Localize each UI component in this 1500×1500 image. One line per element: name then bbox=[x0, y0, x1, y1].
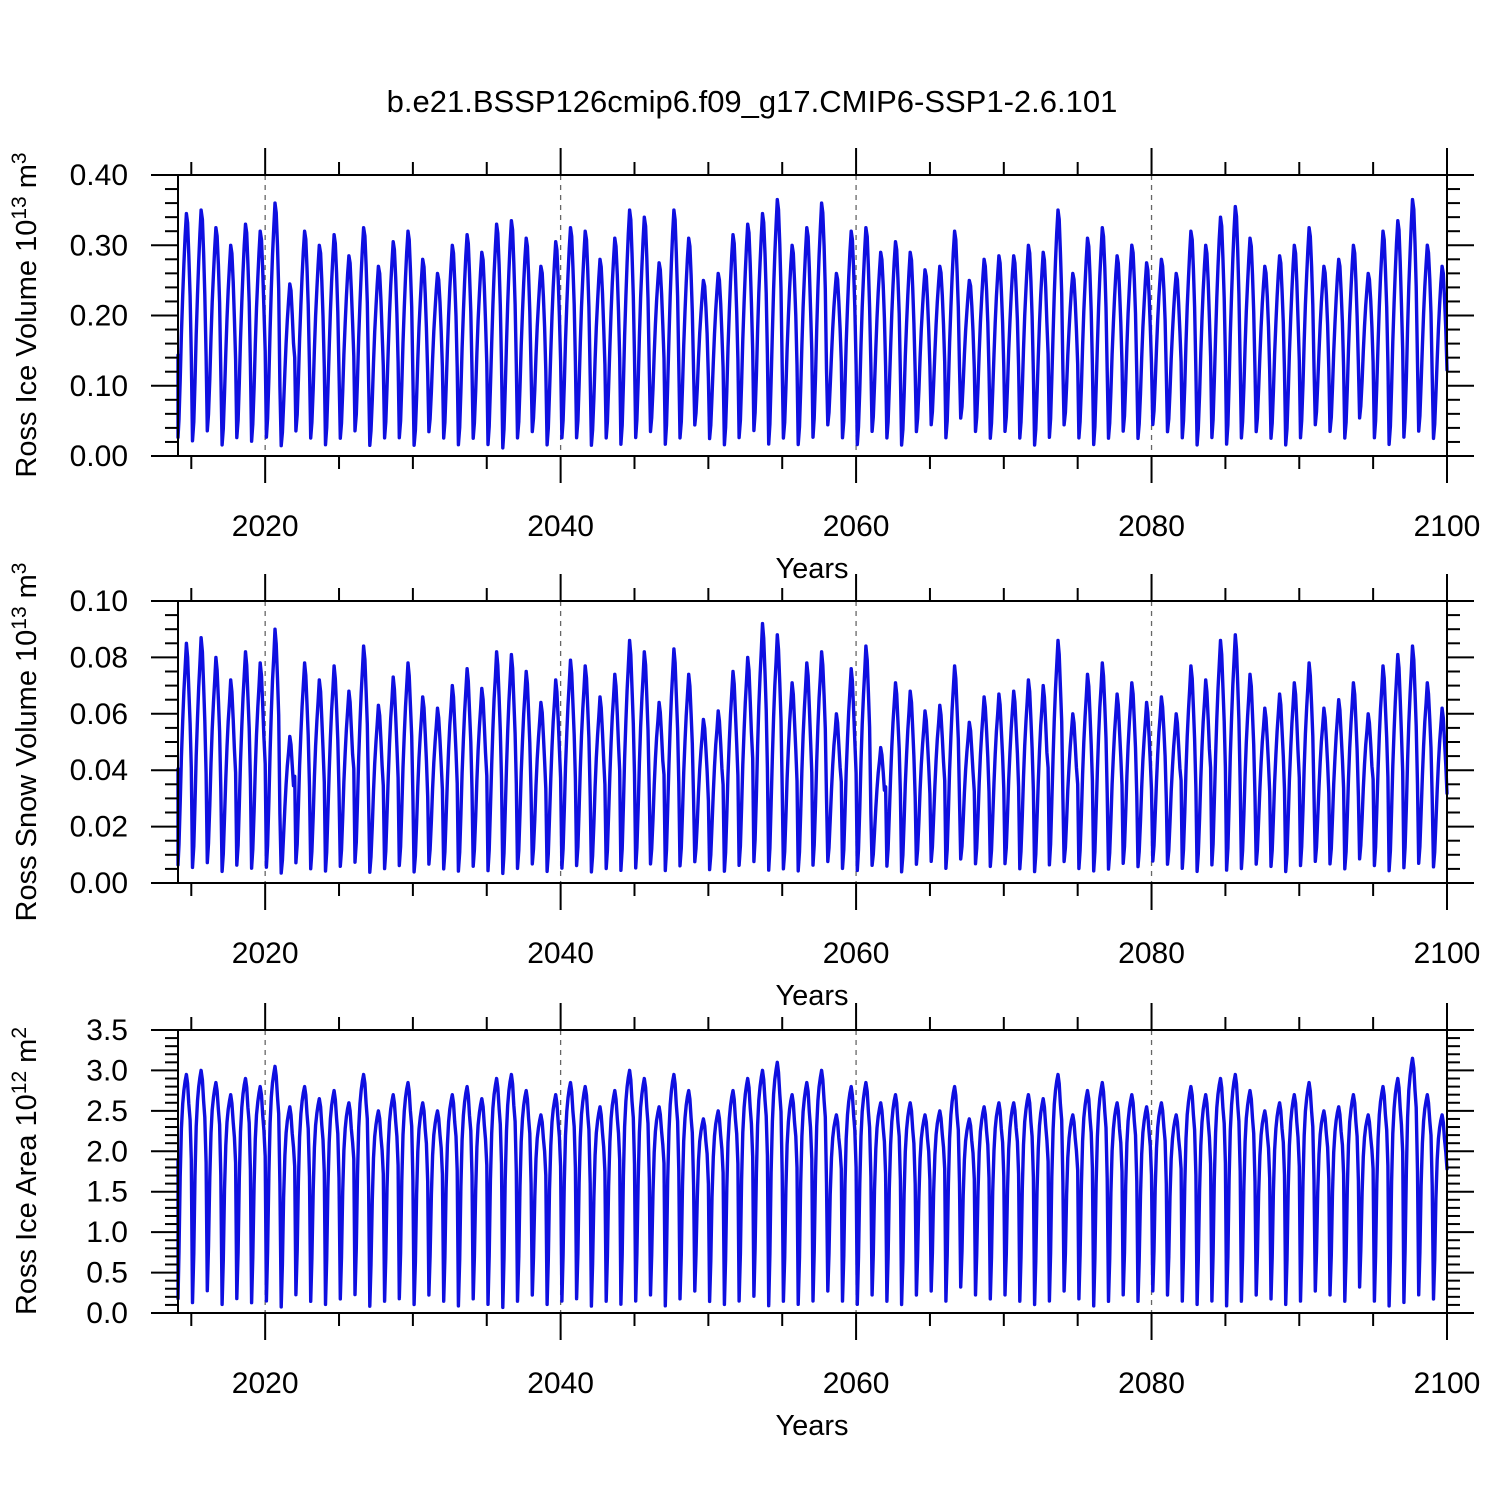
y-tick-label: 0.40 bbox=[70, 159, 128, 192]
x-axis-label: Years bbox=[775, 553, 848, 585]
y-tick-label: 0.00 bbox=[70, 440, 128, 473]
x-tick-label: 2020 bbox=[232, 1367, 299, 1400]
ross-snow-volume-line bbox=[176, 621, 1449, 876]
x-tick-label: 2100 bbox=[1414, 937, 1481, 970]
x-tick-label: 2040 bbox=[527, 937, 594, 970]
x-tick-label: 2080 bbox=[1118, 937, 1185, 970]
y-axis-label: Ross Ice Area 1012m2 bbox=[8, 1027, 43, 1315]
y-tick-label: 0.02 bbox=[70, 811, 128, 844]
y-tick-label: 0.00 bbox=[70, 867, 128, 900]
x-tick-label: 2100 bbox=[1414, 510, 1481, 543]
y-tick-label: 2.5 bbox=[86, 1095, 128, 1128]
panel-ross-snow-volume: 2020 2040 2060 2080 2100 0.00 0.02 0.04 0.06 0.08… bbox=[8, 563, 1480, 1013]
y-tick-label: 3.5 bbox=[86, 1014, 128, 1047]
x-tick-label: 2060 bbox=[823, 937, 890, 970]
x-tick-label: 2060 bbox=[823, 510, 890, 543]
tick-labels: 2020 2040 2060 2080 2100 0.00 0.10 0.20 0.30 0.40 bbox=[70, 159, 1481, 543]
panel-ross-ice-area: 2020 2040 2060 2080 2100 0.0 0.5 1.0 1.5 2.0 2.5 3.… bbox=[8, 1003, 1480, 1442]
y-tick-label: 1.0 bbox=[86, 1216, 128, 1249]
x-tick-label: 2040 bbox=[527, 1367, 594, 1400]
y-tick-label: 0.06 bbox=[70, 698, 128, 731]
y-axis-label: Ross Snow Volume 1013m3 bbox=[8, 563, 43, 922]
x-tick-label: 2020 bbox=[232, 937, 299, 970]
x-axis-label: Years bbox=[775, 980, 848, 1012]
ross-ice-area-line bbox=[176, 1056, 1449, 1310]
axes bbox=[151, 1003, 1474, 1340]
x-tick-label: 2080 bbox=[1118, 510, 1185, 543]
x-axis-label: Years bbox=[775, 1410, 848, 1442]
ross-ice-volume-line bbox=[176, 197, 1449, 450]
axes bbox=[151, 574, 1474, 910]
y-tick-label: 0.08 bbox=[70, 641, 128, 674]
y-tick-label: 0.10 bbox=[70, 585, 128, 618]
y-tick-label: 0.20 bbox=[70, 300, 128, 333]
x-tick-label: 2060 bbox=[823, 1367, 890, 1400]
x-tick-label: 2020 bbox=[232, 510, 299, 543]
x-tick-label: 2080 bbox=[1118, 1367, 1185, 1400]
y-tick-label: 3.0 bbox=[86, 1054, 128, 1087]
y-tick-label: 0.04 bbox=[70, 754, 128, 787]
tick-labels: 2020 2040 2060 2080 2100 0.0 0.5 1.0 1.5 2.0 2.5 3.… bbox=[86, 1014, 1480, 1400]
plot-border bbox=[177, 1029, 1448, 1314]
y-tick-label: 0.30 bbox=[70, 229, 128, 262]
x-tick-label: 2040 bbox=[527, 510, 594, 543]
x-tick-label: 2100 bbox=[1414, 1367, 1481, 1400]
y-tick-label: 0.0 bbox=[86, 1297, 128, 1330]
panel-ross-ice-volume: 2020 2040 2060 2080 2100 0.00 0.10 0.20 0.30 0.40… bbox=[8, 148, 1480, 585]
y-tick-label: 0.5 bbox=[86, 1257, 128, 1290]
y-axis-label: Ross Ice Volume 1013m3 bbox=[8, 152, 43, 477]
y-tick-label: 2.0 bbox=[86, 1135, 128, 1168]
y-tick-label: 1.5 bbox=[86, 1176, 128, 1209]
tick-labels: 2020 2040 2060 2080 2100 0.00 0.02 0.04 0.06 0.08… bbox=[70, 585, 1481, 970]
axes bbox=[151, 148, 1474, 483]
y-tick-label: 0.10 bbox=[70, 370, 128, 403]
chart-title: b.e21.BSSP126cmip6.f09_g17.CMIP6-SSP1-2.… bbox=[387, 84, 1118, 119]
